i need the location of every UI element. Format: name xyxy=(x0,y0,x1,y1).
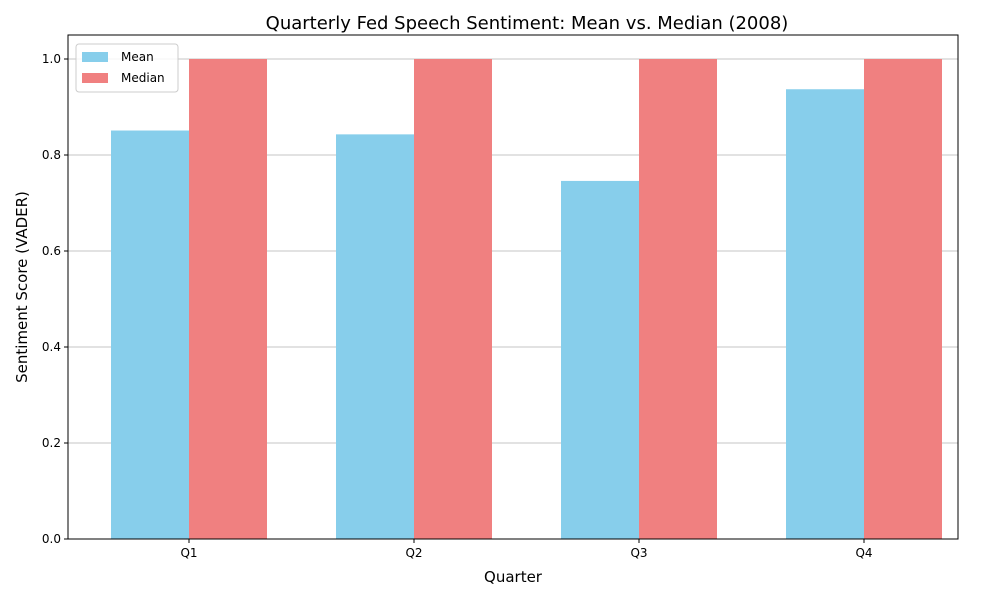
bar-median-q4 xyxy=(864,59,942,539)
y-tick-label: 0.2 xyxy=(42,436,61,450)
plot-frame xyxy=(67,34,959,540)
x-tick-label: Q3 xyxy=(630,546,647,560)
x-axis-label: Quarter xyxy=(484,568,543,586)
legend-label-median: Median xyxy=(121,71,165,85)
legend: Mean Median xyxy=(75,43,179,93)
bar-median-q2 xyxy=(414,59,492,539)
y-tick-label: 0.4 xyxy=(42,340,61,354)
y-tick-label: 0.8 xyxy=(42,148,61,162)
y-axis-ticks: 0.0 0.2 0.4 0.6 0.8 1.0 xyxy=(42,52,68,546)
bars xyxy=(111,59,942,540)
bar-median-q3 xyxy=(639,59,717,539)
bar-mean-q2 xyxy=(336,134,414,540)
x-tick-label: Q2 xyxy=(405,546,422,560)
x-axis-ticks: Q1 Q2 Q3 Q4 xyxy=(180,539,873,560)
bar-mean-q1 xyxy=(111,130,189,539)
y-tick-label: 0.0 xyxy=(42,532,61,546)
bar-mean-q4 xyxy=(786,89,864,540)
y-tick-label: 0.6 xyxy=(42,244,61,258)
legend-swatch-median xyxy=(82,73,108,83)
x-tick-label: Q1 xyxy=(180,546,197,560)
y-axis-label: Sentiment Score (VADER) xyxy=(13,191,31,383)
legend-swatch-mean xyxy=(82,52,108,62)
bar-median-q1 xyxy=(189,59,267,539)
legend-label-mean: Mean xyxy=(121,50,154,64)
bar-mean-q3 xyxy=(561,180,639,540)
y-tick-label: 1.0 xyxy=(42,52,61,66)
x-tick-label: Q4 xyxy=(855,546,872,560)
chart-title: Quarterly Fed Speech Sentiment: Mean vs.… xyxy=(266,13,789,34)
